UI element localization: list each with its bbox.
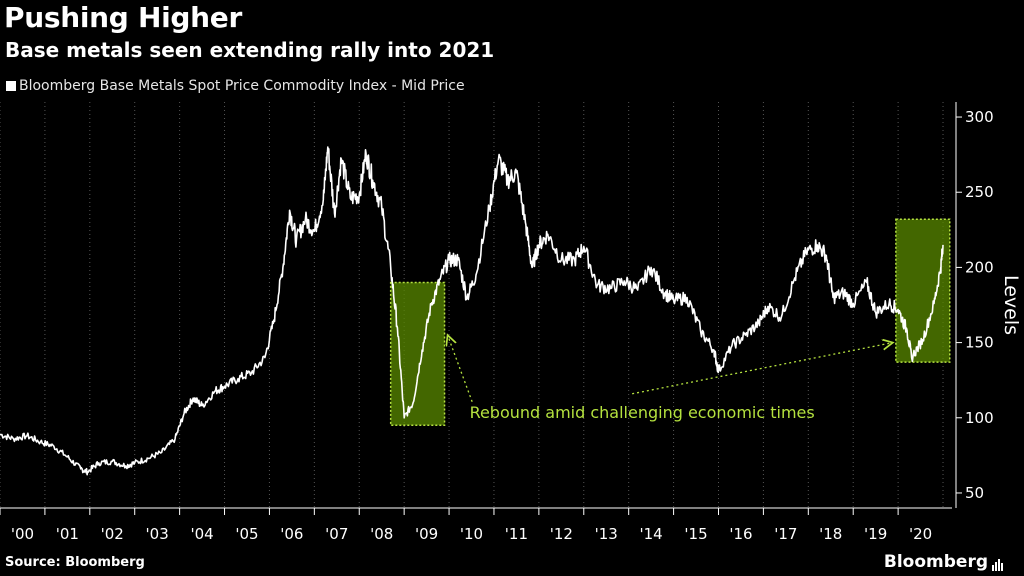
annotation-group: Rebound amid challenging economic times — [448, 335, 893, 422]
x-tick-label: '11 — [505, 525, 528, 543]
y-tick-label: 50 — [965, 484, 984, 502]
bar-chart-icon — [992, 556, 1004, 571]
axes: '00 '01 '02 '03 '04 '05 '06 '07 '08 '09 '10 '11 '12 '… — [0, 102, 1022, 543]
y-tick-label: 200 — [965, 258, 994, 276]
x-tick-label: '20 — [909, 525, 932, 543]
x-tick-label: '07 — [325, 525, 348, 543]
x-tick-label: '10 — [460, 525, 483, 543]
chart-subtitle: Base metals seen extending rally into 20… — [5, 38, 495, 62]
brand-logo: Bloomberg — [884, 552, 1004, 572]
y-tick-label: 300 — [965, 108, 994, 126]
x-tick-label: '02 — [101, 525, 124, 543]
y-tick-label: 250 — [965, 183, 994, 201]
x-tick-label: '17 — [774, 525, 797, 543]
x-tick-label: '00 — [11, 525, 34, 543]
series-line — [0, 146, 944, 476]
brand-name: Bloomberg — [883, 552, 988, 572]
x-tick-label: '08 — [370, 525, 393, 543]
x-tick-label: '15 — [684, 525, 707, 543]
legend: Bloomberg Base Metals Spot Price Commodi… — [6, 78, 465, 94]
x-tick-label: '14 — [640, 525, 663, 543]
series-group — [0, 146, 944, 476]
x-tick-label: '06 — [280, 525, 303, 543]
y-tick-label: 100 — [965, 409, 994, 427]
x-tick-label: '16 — [729, 525, 752, 543]
grid-lines — [0, 102, 944, 508]
annotation-arrow — [448, 335, 473, 403]
source-note: Source: Bloomberg — [5, 555, 145, 570]
x-tick-label: '04 — [190, 525, 213, 543]
legend-label: Bloomberg Base Metals Spot Price Commodi… — [19, 78, 465, 94]
highlight-box — [895, 218, 951, 363]
x-tick-label: '19 — [864, 525, 887, 543]
x-tick-label: '03 — [146, 525, 169, 543]
x-tick-label: '18 — [819, 525, 842, 543]
legend-swatch — [6, 81, 16, 91]
y-tick-label: 150 — [965, 334, 994, 352]
x-tick-label: '09 — [415, 525, 438, 543]
highlight-boxes — [389, 218, 951, 427]
x-tick-label: '12 — [550, 525, 573, 543]
chart-title: Pushing Higher — [4, 1, 242, 34]
x-tick-label: '01 — [56, 525, 79, 543]
x-tick-label: '13 — [595, 525, 618, 543]
annotation-text: Rebound amid challenging economic times — [470, 403, 815, 422]
y-axis-label: Levels — [1000, 275, 1022, 335]
x-tick-label: '05 — [235, 525, 258, 543]
annotation-arrow — [632, 343, 893, 395]
